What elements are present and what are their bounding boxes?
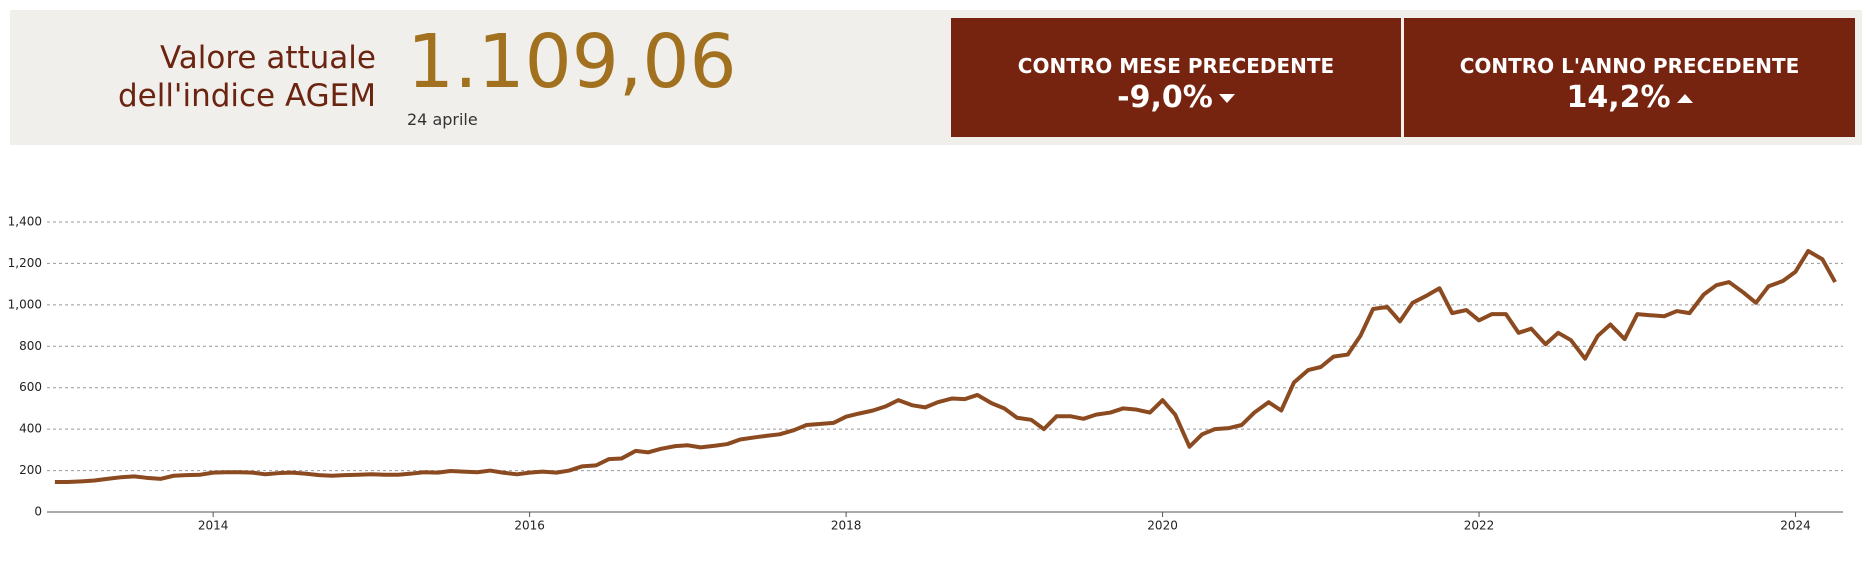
y-tick-label: 0 [34,505,42,519]
card: CONTRO MESE PRECEDENTE -9,0% [951,18,1401,137]
title-line: dell'indice AGEM [117,78,376,114]
date: 24 aprile [407,110,478,129]
card: CONTRO L'ANNO PRECEDENTE 14,2% [1404,18,1855,137]
title-line: Valore attuale [159,40,376,76]
y-tick-label: 1,000 [8,297,42,311]
x-tick-label: 2020 [1147,519,1178,533]
y-tick-label: 600 [19,380,42,394]
y-tick-label: 400 [19,422,42,436]
y-tick-label: 200 [19,463,42,477]
y-tick-label: 800 [19,339,42,353]
card-label: CONTRO MESE PRECEDENTE [1017,54,1335,78]
card-value-row: -9,0% [951,80,1401,115]
card-value: -9,0% [1117,80,1213,115]
card-value-row: 14,2% [1404,80,1855,115]
x-tick-label: 2016 [514,519,545,533]
current-value: 1.109,06 [407,19,737,105]
data-line [54,249,1837,484]
card-label: CONTRO L'ANNO PRECEDENTE [1459,54,1800,78]
x-tick-label: 2022 [1464,519,1495,533]
y-tick-label: 1,200 [8,256,42,270]
x-tick-label: 2018 [831,519,862,533]
x-tick-label: 2014 [198,519,229,533]
up-arrow [1676,94,1693,103]
down-arrow [1218,94,1235,103]
y-tick-label: 1,400 [8,215,42,229]
card-value: 14,2% [1566,80,1671,115]
x-tick-label: 2024 [1780,519,1811,533]
